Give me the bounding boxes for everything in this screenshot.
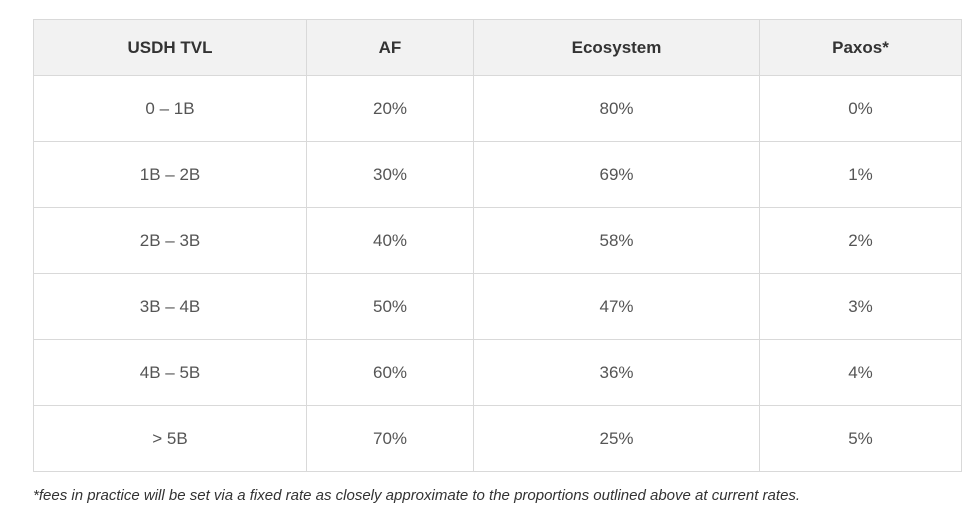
cell-ecosystem: 80% <box>473 75 760 142</box>
cell-af: 60% <box>306 339 474 406</box>
column-header-usdh-tvl: USDH TVL <box>33 19 307 76</box>
column-header-ecosystem: Ecosystem <box>473 19 760 76</box>
cell-ecosystem: 69% <box>473 141 760 208</box>
cell-usdh-tvl: 0 – 1B <box>33 75 307 142</box>
cell-ecosystem: 47% <box>473 273 760 340</box>
cell-af: 70% <box>306 405 474 472</box>
column-header-paxos: Paxos* <box>759 19 962 76</box>
table-row: 2B – 3B 40% 58% 2% <box>33 207 962 274</box>
table-row: 4B – 5B 60% 36% 4% <box>33 339 962 406</box>
cell-paxos: 2% <box>759 207 962 274</box>
cell-usdh-tvl: 3B – 4B <box>33 273 307 340</box>
fee-split-table-container: USDH TVL AF Ecosystem Paxos* 0 – 1B 20% … <box>33 19 962 472</box>
cell-af: 20% <box>306 75 474 142</box>
cell-af: 30% <box>306 141 474 208</box>
table-row: 0 – 1B 20% 80% 0% <box>33 75 962 142</box>
table-header-row: USDH TVL AF Ecosystem Paxos* <box>33 19 962 76</box>
cell-ecosystem: 58% <box>473 207 760 274</box>
cell-paxos: 0% <box>759 75 962 142</box>
cell-usdh-tvl: 4B – 5B <box>33 339 307 406</box>
table-row: > 5B 70% 25% 5% <box>33 405 962 472</box>
table-row: 3B – 4B 50% 47% 3% <box>33 273 962 340</box>
cell-af: 40% <box>306 207 474 274</box>
cell-paxos: 5% <box>759 405 962 472</box>
cell-paxos: 3% <box>759 273 962 340</box>
cell-paxos: 4% <box>759 339 962 406</box>
table-row: 1B – 2B 30% 69% 1% <box>33 141 962 208</box>
cell-usdh-tvl: 1B – 2B <box>33 141 307 208</box>
cell-ecosystem: 36% <box>473 339 760 406</box>
fee-split-table: USDH TVL AF Ecosystem Paxos* 0 – 1B 20% … <box>33 19 962 472</box>
cell-ecosystem: 25% <box>473 405 760 472</box>
column-header-af: AF <box>306 19 474 76</box>
cell-af: 50% <box>306 273 474 340</box>
cell-usdh-tvl: 2B – 3B <box>33 207 307 274</box>
cell-usdh-tvl: > 5B <box>33 405 307 472</box>
cell-paxos: 1% <box>759 141 962 208</box>
footnote: *fees in practice will be set via a fixe… <box>33 487 801 504</box>
